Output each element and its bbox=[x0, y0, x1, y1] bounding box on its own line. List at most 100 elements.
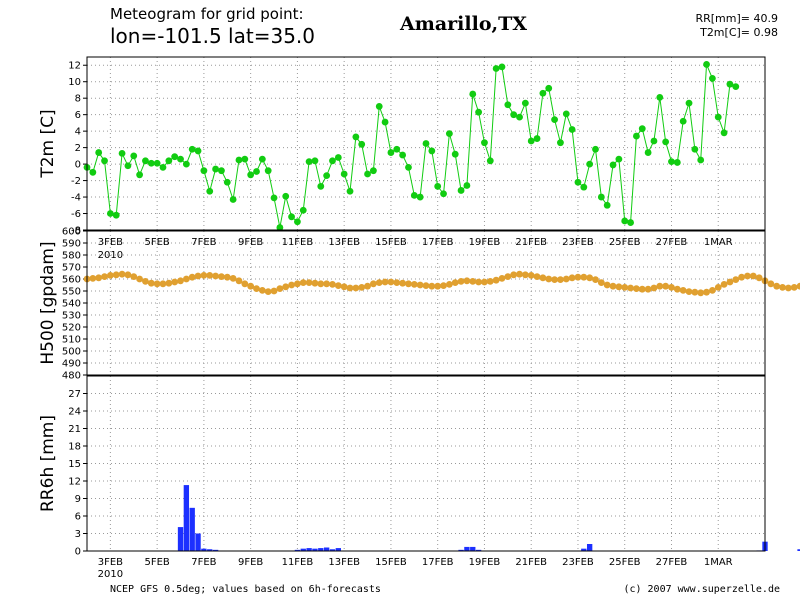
t2m-data-point bbox=[714, 113, 722, 121]
x-tick-label: 19FEB bbox=[469, 557, 501, 568]
h500-data-point bbox=[276, 285, 284, 292]
t2m-data-point bbox=[720, 129, 728, 137]
h500-data-point bbox=[112, 271, 120, 279]
t2m-data-point bbox=[691, 145, 699, 153]
t2m-ytick-label: -4 bbox=[71, 193, 81, 204]
h500-data-point bbox=[720, 281, 728, 288]
x-tick-label: 21FEB bbox=[515, 557, 547, 568]
t2m-data-point bbox=[557, 139, 564, 147]
x-tick-label: 9FEB bbox=[238, 557, 263, 568]
t2m-data-point bbox=[416, 193, 424, 201]
t2m-data-point bbox=[399, 151, 407, 159]
rr6h-ytick-label: 18 bbox=[68, 442, 81, 453]
t2m-data-point bbox=[516, 113, 523, 121]
rr6h-bar bbox=[300, 548, 306, 551]
header-total-precip: RR[mm]= 40.9 bbox=[695, 12, 778, 25]
t2m-data-point bbox=[615, 155, 623, 163]
h500-data-point bbox=[422, 282, 430, 289]
x-tick-label: 5FEB bbox=[144, 237, 169, 248]
h500-data-point bbox=[609, 282, 617, 290]
t2m-data-point bbox=[177, 155, 184, 163]
h500-data-point bbox=[784, 284, 792, 292]
t2m-data-point bbox=[732, 83, 740, 91]
h500-data-point bbox=[118, 270, 126, 278]
t2m-data-point bbox=[142, 157, 149, 165]
h500-data-point bbox=[732, 276, 740, 283]
h500-data-point bbox=[428, 282, 436, 290]
t2m-data-point bbox=[533, 135, 541, 142]
h500-data-point bbox=[533, 273, 541, 280]
rr6h-ytick-label: 0 bbox=[75, 547, 81, 558]
h500-data-point bbox=[165, 279, 173, 287]
h500-data-point bbox=[434, 282, 442, 290]
rr6h-bar bbox=[201, 548, 207, 551]
t2m-data-point bbox=[247, 171, 255, 179]
h500-data-point bbox=[89, 275, 97, 282]
t2m-data-point bbox=[650, 137, 658, 145]
h500-data-point bbox=[539, 274, 547, 282]
rr6h-ytick-label: 27 bbox=[68, 389, 81, 400]
t2m-data-point bbox=[288, 213, 295, 221]
t2m-data-point bbox=[346, 187, 354, 195]
h500-ytick-label: 570 bbox=[62, 263, 81, 274]
rr6h-axis-label: RR6h [mm] bbox=[38, 415, 58, 512]
t2m-data-point bbox=[229, 196, 237, 203]
t2m-data-point bbox=[381, 118, 389, 126]
h500-data-point bbox=[527, 272, 535, 279]
h500-data-point bbox=[346, 284, 354, 292]
rr6h-bar bbox=[189, 507, 195, 551]
x-tick-label: 21FEB bbox=[515, 237, 547, 248]
rr6h-bar bbox=[470, 546, 476, 551]
h500-data-point bbox=[159, 280, 167, 288]
t2m-data-point bbox=[428, 147, 436, 155]
h500-ytick-label: 490 bbox=[62, 359, 81, 370]
t2m-data-point bbox=[498, 63, 506, 71]
h500-data-point bbox=[749, 272, 757, 280]
t2m-ytick-label: 6 bbox=[75, 110, 81, 121]
h500-ytick-label: 480 bbox=[62, 371, 81, 382]
t2m-axis-label: T2m [C] bbox=[38, 109, 58, 178]
x-tick-label: 23FEB bbox=[562, 237, 594, 248]
h500-data-point bbox=[218, 273, 225, 280]
h500-ytick-label: 530 bbox=[62, 311, 81, 322]
x-tick-label: 27FEB bbox=[656, 237, 688, 248]
t2m-data-point bbox=[708, 75, 716, 82]
t2m-data-point bbox=[95, 149, 103, 156]
t2m-data-point bbox=[668, 158, 675, 166]
h500-data-point bbox=[767, 280, 775, 288]
rr6h-bar bbox=[581, 548, 587, 551]
t2m-data-point bbox=[112, 211, 120, 219]
rr6h-bar bbox=[323, 547, 330, 551]
h500-ytick-label: 600 bbox=[62, 227, 81, 238]
x-tick-label: 23FEB bbox=[562, 557, 594, 568]
x-tick-label: 25FEB bbox=[609, 557, 641, 568]
t2m-ytick-label: 4 bbox=[75, 127, 81, 138]
h500-data-point bbox=[106, 272, 114, 279]
t2m-data-point bbox=[603, 201, 611, 209]
rr6h-bar bbox=[464, 546, 470, 551]
h500-data-point bbox=[294, 280, 301, 288]
t2m-series-line bbox=[86, 64, 736, 228]
t2m-data-point bbox=[410, 192, 418, 199]
x-tick-label: 11FEB bbox=[282, 237, 314, 248]
footer-copyright: (c) 2007 www.superzelle.de bbox=[623, 584, 780, 595]
x-tick-label: 15FEB bbox=[375, 237, 407, 248]
x-tick-label: 17FEB bbox=[422, 557, 454, 568]
t2m-data-point bbox=[405, 163, 412, 171]
h500-data-point bbox=[708, 287, 716, 294]
t2m-data-point bbox=[206, 187, 214, 195]
h500-ytick-label: 590 bbox=[62, 239, 81, 250]
h500-ytick-label: 510 bbox=[62, 335, 81, 346]
h500-ytick-label: 580 bbox=[62, 251, 81, 262]
t2m-data-point bbox=[521, 99, 529, 107]
t2m-data-point bbox=[673, 159, 681, 166]
rr6h-ytick-label: 15 bbox=[68, 459, 81, 470]
h500-ytick-label: 520 bbox=[62, 323, 81, 334]
h500-data-point bbox=[516, 270, 523, 278]
t2m-data-point bbox=[387, 149, 395, 156]
x-tick-label: 27FEB bbox=[656, 557, 688, 568]
t2m-data-point bbox=[633, 132, 640, 140]
h500-data-point bbox=[153, 280, 161, 288]
rr6h-ytick-label: 24 bbox=[68, 407, 81, 418]
t2m-data-point bbox=[118, 149, 126, 157]
